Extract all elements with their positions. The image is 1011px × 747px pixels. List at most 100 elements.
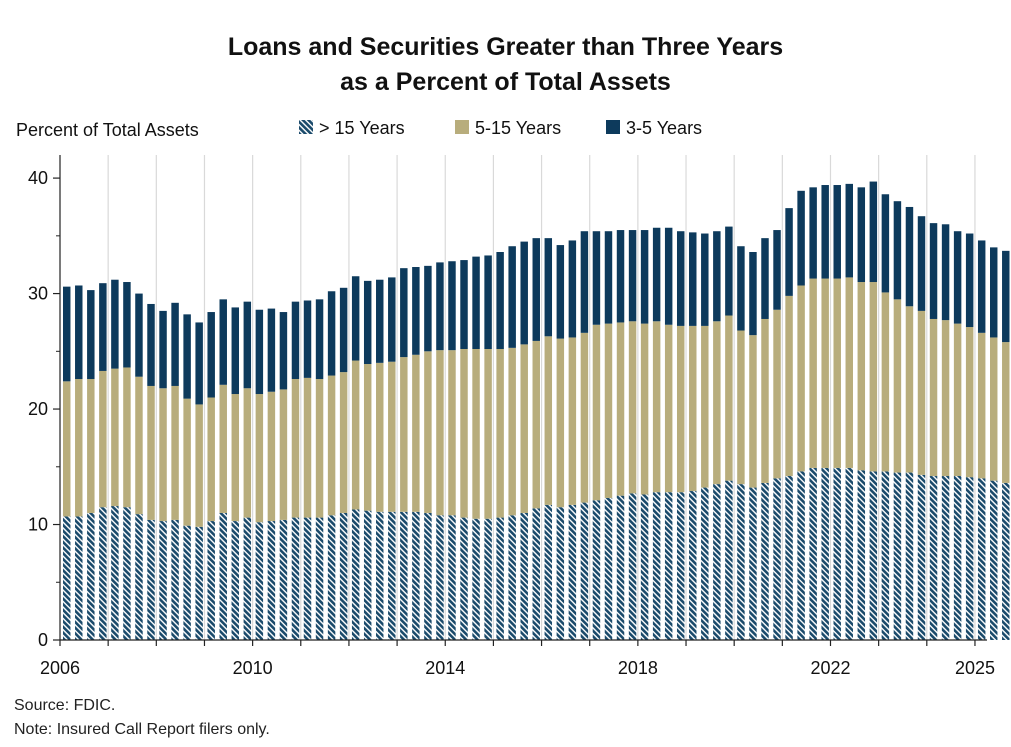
bar-segment-5-15-years — [532, 340, 540, 509]
bar-segment-5-15-years — [676, 325, 685, 493]
bar-segment-3-5-years — [255, 309, 264, 395]
footnote: Note: Insured Call Report filers only. — [14, 721, 270, 738]
bar-segment-5-15-years — [363, 364, 372, 511]
bar-segment-5-15-years — [303, 377, 312, 518]
bar-segment-3-5-years — [821, 185, 829, 279]
bar-segment-3-5-years — [219, 299, 227, 385]
bar-segment-5-15-years — [388, 361, 396, 512]
bar-segment-5-15-years — [327, 375, 336, 516]
x-tick-label: 2006 — [40, 658, 80, 678]
bar-segment-3-5-years — [424, 265, 432, 352]
bar-segment-5-15-years — [472, 349, 480, 519]
bar-segment-15-years — [111, 506, 119, 640]
bar-segment-3-5-years — [845, 183, 853, 278]
bar-segment-5-15-years — [279, 389, 288, 520]
bar-segment-5-15-years — [785, 295, 793, 477]
y-tick-label: 0 — [38, 630, 48, 650]
bar-segment-3-5-years — [159, 310, 167, 389]
bar-segment-5-15-years — [123, 367, 131, 508]
bar-segment-15-years — [725, 480, 733, 640]
x-tick-label: 2025 — [955, 658, 995, 678]
bar-segment-3-5-years — [833, 185, 841, 279]
bar-segment-5-15-years — [749, 335, 757, 488]
bar-segment-3-5-years — [905, 206, 914, 307]
bar-segment-15-years — [436, 515, 444, 640]
bar-segment-3-5-years — [75, 285, 83, 380]
chart-title-line-2: as a Percent of Total Assets — [340, 68, 671, 96]
bar-segment-5-15-years — [520, 344, 528, 513]
bar-segment-3-5-years — [400, 268, 408, 358]
bar-segment-5-15-years — [231, 394, 240, 522]
bar-segment-15-years — [568, 504, 577, 640]
bar-segment-15-years — [664, 492, 673, 640]
bar-segment-3-5-years — [544, 238, 553, 337]
gridlines — [107, 155, 976, 640]
bar-segment-15-years — [484, 518, 492, 640]
bar-segment-15-years — [63, 516, 71, 640]
bar-segment-15-years — [604, 497, 613, 640]
bar-segment-5-15-years — [460, 349, 468, 518]
bar-segment-3-5-years — [965, 233, 974, 328]
bar-segment-15-years — [195, 526, 203, 640]
bar-segment-15-years — [652, 492, 661, 640]
bar-segment-5-15-years — [797, 285, 805, 472]
bar-segment-5-15-years — [737, 330, 745, 485]
bar-segment-3-5-years — [135, 293, 143, 377]
bar-segment-5-15-years — [556, 338, 565, 508]
bar-segment-15-years — [231, 521, 240, 640]
bar-segment-3-5-years — [652, 227, 661, 322]
bar-segment-5-15-years — [111, 368, 119, 507]
bar-segment-5-15-years — [990, 337, 998, 481]
x-ticks: 2006 2010 2014 2018 2022 2025 — [40, 640, 995, 678]
bar-segment-3-5-years — [472, 256, 480, 349]
bar-segment-3-5-years — [953, 231, 962, 324]
bar-segment-15-years — [809, 467, 817, 640]
bar-segment-3-5-years — [689, 232, 697, 326]
bar-segment-15-years — [592, 500, 601, 640]
y-tick-label: 40 — [28, 168, 48, 188]
bar-segment-5-15-years — [616, 322, 625, 496]
bar-segment-3-5-years — [291, 301, 300, 380]
bar-segment-15-years — [917, 474, 926, 640]
bar-segment-15-years — [929, 476, 938, 640]
bar-segment-15-years — [689, 491, 697, 640]
bar-segment-3-5-years — [1002, 250, 1010, 343]
bar-segment-3-5-years — [147, 303, 155, 386]
bar-segment-15-years — [267, 521, 276, 640]
bar-segment-15-years — [183, 525, 191, 640]
bar-segment-5-15-years — [147, 385, 155, 520]
bar-segment-3-5-years — [484, 255, 492, 349]
bar-segment-3-5-years — [111, 279, 119, 369]
bar-segment-5-15-years — [821, 278, 829, 468]
bar-segment-15-years — [279, 519, 288, 640]
bar-segment-15-years — [255, 522, 264, 640]
bar-segment-15-years — [833, 467, 841, 640]
bar-segment-15-years — [580, 502, 589, 640]
bar-segment-5-15-years — [508, 347, 516, 516]
bar-segment-5-15-years — [965, 327, 974, 478]
bar-segment-5-15-years — [857, 282, 866, 471]
bar-segment-3-5-years — [376, 279, 384, 363]
bar-segment-5-15-years — [977, 332, 986, 479]
bar-segment-15-years — [291, 517, 300, 640]
bar-segment-3-5-years — [231, 307, 240, 395]
bar-segment-5-15-years — [773, 309, 781, 479]
bar-segment-15-years — [424, 512, 432, 640]
bar-segment-5-15-years — [833, 278, 841, 468]
bar-segment-3-5-years — [568, 240, 577, 338]
bar-segment-5-15-years — [917, 310, 926, 475]
bar-segment-3-5-years — [207, 312, 215, 398]
bar-segment-5-15-years — [243, 388, 252, 518]
bar-segment-3-5-years — [616, 230, 625, 323]
bar-segment-3-5-years — [532, 238, 540, 341]
bar-segment-3-5-years — [183, 314, 191, 399]
bar-segment-5-15-years — [448, 350, 456, 516]
bar-segment-3-5-years — [412, 267, 420, 355]
bar-segment-3-5-years — [592, 231, 601, 325]
bar-segment-5-15-years — [99, 370, 107, 508]
bar-segment-15-years — [327, 515, 336, 640]
x-tick-label: 2018 — [618, 658, 658, 678]
bar-segment-5-15-years — [484, 349, 492, 519]
bar-segment-5-15-years — [400, 357, 408, 512]
bar-segment-15-years — [75, 516, 83, 640]
